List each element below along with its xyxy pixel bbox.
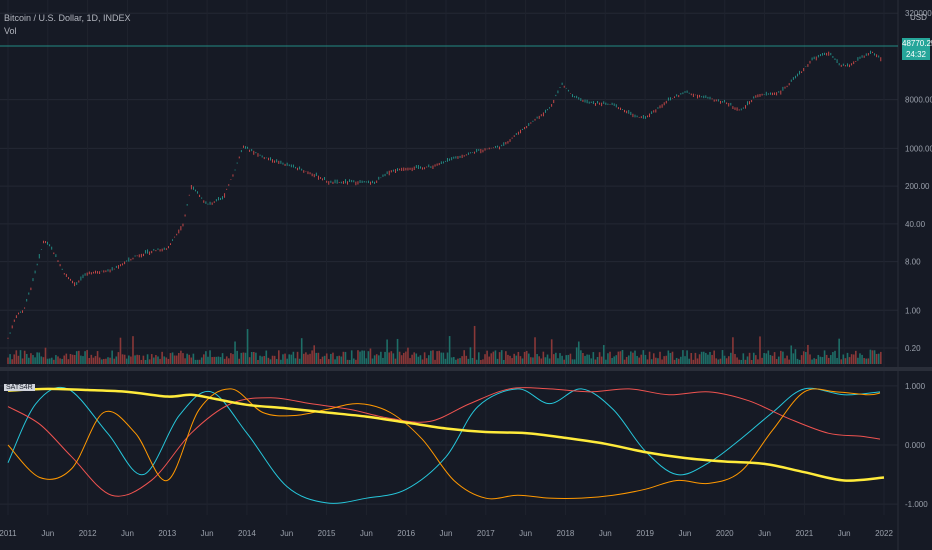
price-tick-label: 40.00 bbox=[905, 220, 926, 229]
time-tick-label: Jun bbox=[360, 529, 373, 538]
price-tick-label: 1000.00 bbox=[905, 144, 932, 153]
time-tick-label: Jun bbox=[678, 529, 691, 538]
osc-tick-label: -1.000 bbox=[905, 500, 928, 509]
time-tick-label: Jun bbox=[519, 529, 532, 538]
osc-tick-label: 1.000 bbox=[905, 382, 926, 391]
time-tick-label: Jun bbox=[121, 529, 134, 538]
oscillator-axis: 1.000 0.000 -1.000 bbox=[905, 382, 928, 509]
time-tick-label: 2016 bbox=[397, 529, 415, 538]
time-tick-label: Jun bbox=[280, 529, 293, 538]
osc-series-line bbox=[7, 386, 881, 504]
time-tick-label: 2022 bbox=[875, 529, 893, 538]
osc-series-line bbox=[7, 387, 885, 482]
price-tick-label: 0.20 bbox=[905, 344, 921, 353]
price-tick-label: 1.00 bbox=[905, 306, 921, 315]
time-tick-label: 2012 bbox=[79, 529, 97, 538]
price-tag-time: 24:32 bbox=[902, 49, 930, 60]
price-axis: 320000.00 8000.00 1000.00 200.00 40.00 8.00 1.… bbox=[905, 9, 932, 353]
time-tick-label: Jun bbox=[201, 529, 214, 538]
time-tick-label: 2017 bbox=[477, 529, 495, 538]
time-tick-label: 2019 bbox=[636, 529, 654, 538]
volume-bars bbox=[7, 325, 882, 364]
osc-tick-label: 0.000 bbox=[905, 441, 926, 450]
time-tick-label: 2011 bbox=[0, 529, 17, 538]
time-tick-label: 2021 bbox=[795, 529, 813, 538]
osc-series-line bbox=[7, 387, 881, 497]
price-tick-label: 200.00 bbox=[905, 182, 930, 191]
price-tick-label: 320000.00 bbox=[905, 9, 932, 18]
oscillator-lines bbox=[7, 386, 885, 504]
time-tick-label: 2014 bbox=[238, 529, 256, 538]
time-tick-label: Jun bbox=[758, 529, 771, 538]
time-axis: 2011 Jun 2012 Jun 2013 Jun 2014 Jun 2015 Jun 2016 J… bbox=[0, 529, 893, 538]
volume-label: Vol bbox=[4, 26, 17, 36]
currency-label: USD bbox=[910, 13, 927, 22]
time-tick-label: 2020 bbox=[716, 529, 734, 538]
time-tick-label: 2015 bbox=[318, 529, 336, 538]
price-tick-label: 8.00 bbox=[905, 258, 921, 267]
price-tag: 48770.25 bbox=[902, 38, 932, 49]
price-candles bbox=[7, 50, 882, 339]
indicator-label: SATS4R bbox=[4, 384, 35, 391]
time-tick-label: 2018 bbox=[557, 529, 575, 538]
time-tick-label: Jun bbox=[599, 529, 612, 538]
time-tick-label: 2013 bbox=[158, 529, 176, 538]
time-tick-label: Jun bbox=[838, 529, 851, 538]
time-tick-label: Jun bbox=[41, 529, 54, 538]
osc-series-line bbox=[7, 388, 881, 500]
grid-lines bbox=[0, 0, 899, 550]
symbol-title: Bitcoin / U.S. Dollar, 1D, INDEX bbox=[4, 13, 131, 23]
price-tick-label: 8000.00 bbox=[905, 96, 932, 105]
time-tick-label: Jun bbox=[440, 529, 453, 538]
